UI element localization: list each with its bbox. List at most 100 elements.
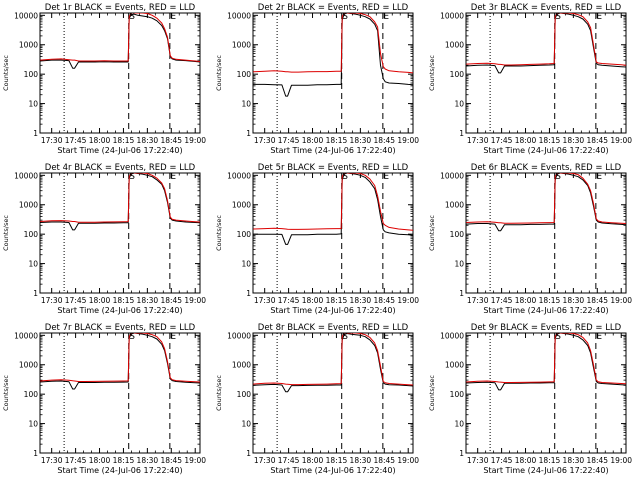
- series-group: [466, 333, 626, 391]
- series-line-events: [466, 333, 626, 391]
- x-tick-label: 18:15: [326, 296, 348, 305]
- series-line-events: [466, 173, 626, 232]
- marker-label: S: [342, 172, 348, 182]
- x-tick-label: 18:30: [563, 456, 585, 465]
- x-tick-label: 18:30: [350, 296, 372, 305]
- marker-label: S: [555, 332, 561, 342]
- y-tick-label: 10000: [227, 11, 251, 20]
- series-line-lld: [466, 173, 626, 224]
- plot-frame: [465, 332, 627, 454]
- x-tick-label: 18:15: [113, 296, 135, 305]
- x-tick-label: 17:45: [278, 136, 300, 145]
- y-axis-label: Counts/sec: [2, 215, 10, 251]
- marker-label: S: [555, 12, 561, 22]
- y-tick-label: 1000: [445, 361, 464, 370]
- panel-det-2: Det 2r BLACK = Events, RED = LLD 1 10 100 10…: [215, 3, 419, 155]
- x-axis-label: Start Time (24-Jul-06 17:22:40): [270, 306, 395, 315]
- panel-det-5: Det 5r BLACK = Events, RED = LLD 1 10 100 10…: [215, 163, 419, 315]
- y-tick-label: 10000: [14, 331, 38, 340]
- x-tick-label: 18:15: [539, 136, 561, 145]
- y-axis-label: Counts/sec: [215, 55, 223, 91]
- x-tick-label: 18:00: [515, 296, 537, 305]
- y-axis-label: Counts/sec: [428, 375, 436, 411]
- x-tick-label: 17:30: [41, 136, 63, 145]
- y-tick-label: 1000: [19, 41, 38, 50]
- series-group: [253, 333, 413, 393]
- x-tick-label: 19:00: [184, 136, 206, 145]
- series-line-events: [253, 173, 413, 245]
- marker-label: S: [342, 12, 348, 22]
- x-tick-label: 17:30: [254, 136, 276, 145]
- x-tick-label: 18:00: [89, 136, 111, 145]
- x-tick-label: 17:30: [41, 456, 63, 465]
- y-tick-label: 10000: [440, 171, 464, 180]
- chart-title: Det 2r BLACK = Events, RED = LLD: [258, 3, 409, 13]
- x-tick-label: 18:30: [137, 136, 159, 145]
- chart-title: Det 1r BLACK = Events, RED = LLD: [45, 3, 196, 13]
- x-tick-label: 17:30: [41, 296, 63, 305]
- x-tick-label: 18:15: [326, 456, 348, 465]
- y-tick-label: 10: [28, 100, 38, 109]
- y-tick-label: 10000: [227, 331, 251, 340]
- series-line-events: [253, 333, 413, 393]
- series-line-lld: [253, 173, 413, 231]
- panel-det-7: Det 7r BLACK = Events, RED = LLD 1 10 100 10…: [2, 323, 206, 475]
- x-tick-label: 18:45: [160, 296, 182, 305]
- x-tick-label: 19:00: [397, 136, 419, 145]
- y-tick-label: 1000: [232, 41, 251, 50]
- x-tick-label: 18:45: [160, 456, 182, 465]
- marker-label: S: [555, 172, 561, 182]
- x-tick-label: 18:30: [563, 136, 585, 145]
- x-tick-label: 17:45: [65, 296, 87, 305]
- x-tick-label: 18:15: [326, 136, 348, 145]
- marker-label: E: [170, 12, 176, 22]
- series-group: [40, 173, 200, 231]
- series-line-lld: [466, 333, 626, 385]
- x-tick-label: 18:00: [302, 136, 324, 145]
- series-group: [40, 333, 200, 390]
- y-tick-label: 1000: [232, 201, 251, 210]
- y-tick-label: 100: [450, 390, 465, 399]
- series-line-lld: [40, 333, 200, 383]
- y-tick-label: 10: [454, 260, 464, 269]
- series-group: [466, 173, 626, 232]
- y-tick-label: 1: [459, 129, 464, 138]
- chart-title: Det 4r BLACK = Events, RED = LLD: [45, 163, 196, 173]
- x-tick-label: 19:00: [184, 296, 206, 305]
- y-tick-label: 10000: [440, 331, 464, 340]
- y-tick-label: 10: [28, 420, 38, 429]
- marker-label: E: [383, 332, 389, 342]
- y-tick-label: 1000: [445, 41, 464, 50]
- x-tick-label: 19:00: [610, 296, 632, 305]
- chart-title: Det 3r BLACK = Events, RED = LLD: [471, 3, 622, 13]
- y-tick-label: 10: [241, 420, 251, 429]
- x-tick-label: 18:45: [373, 456, 395, 465]
- series-line-events: [253, 13, 413, 97]
- x-axis-label: Start Time (24-Jul-06 17:22:40): [270, 466, 395, 475]
- marker-label: E: [170, 332, 176, 342]
- series-line-lld: [253, 333, 413, 386]
- chart-title: Det 5r BLACK = Events, RED = LLD: [258, 163, 409, 173]
- series-line-lld: [40, 13, 200, 62]
- x-axis-label: Start Time (24-Jul-06 17:22:40): [483, 466, 608, 475]
- y-tick-label: 1: [459, 449, 464, 458]
- y-tick-label: 10: [241, 100, 251, 109]
- marker-label: E: [383, 12, 389, 22]
- x-tick-label: 17:45: [491, 456, 513, 465]
- series-line-events: [40, 333, 200, 390]
- marker-label: S: [129, 172, 135, 182]
- series-line-lld: [253, 13, 413, 74]
- y-tick-label: 10: [454, 420, 464, 429]
- x-tick-label: 18:15: [113, 136, 135, 145]
- series-line-events: [40, 173, 200, 231]
- x-tick-label: 19:00: [610, 136, 632, 145]
- x-tick-label: 17:45: [491, 296, 513, 305]
- plot-frame: [252, 172, 414, 294]
- y-tick-label: 10: [454, 100, 464, 109]
- y-tick-label: 1000: [232, 361, 251, 370]
- chart-title: Det 9r BLACK = Events, RED = LLD: [471, 323, 622, 333]
- y-axis-label: Counts/sec: [215, 375, 223, 411]
- series-group: [253, 13, 413, 97]
- x-axis-label: Start Time (24-Jul-06 17:22:40): [57, 146, 182, 155]
- y-axis-label: Counts/sec: [215, 215, 223, 251]
